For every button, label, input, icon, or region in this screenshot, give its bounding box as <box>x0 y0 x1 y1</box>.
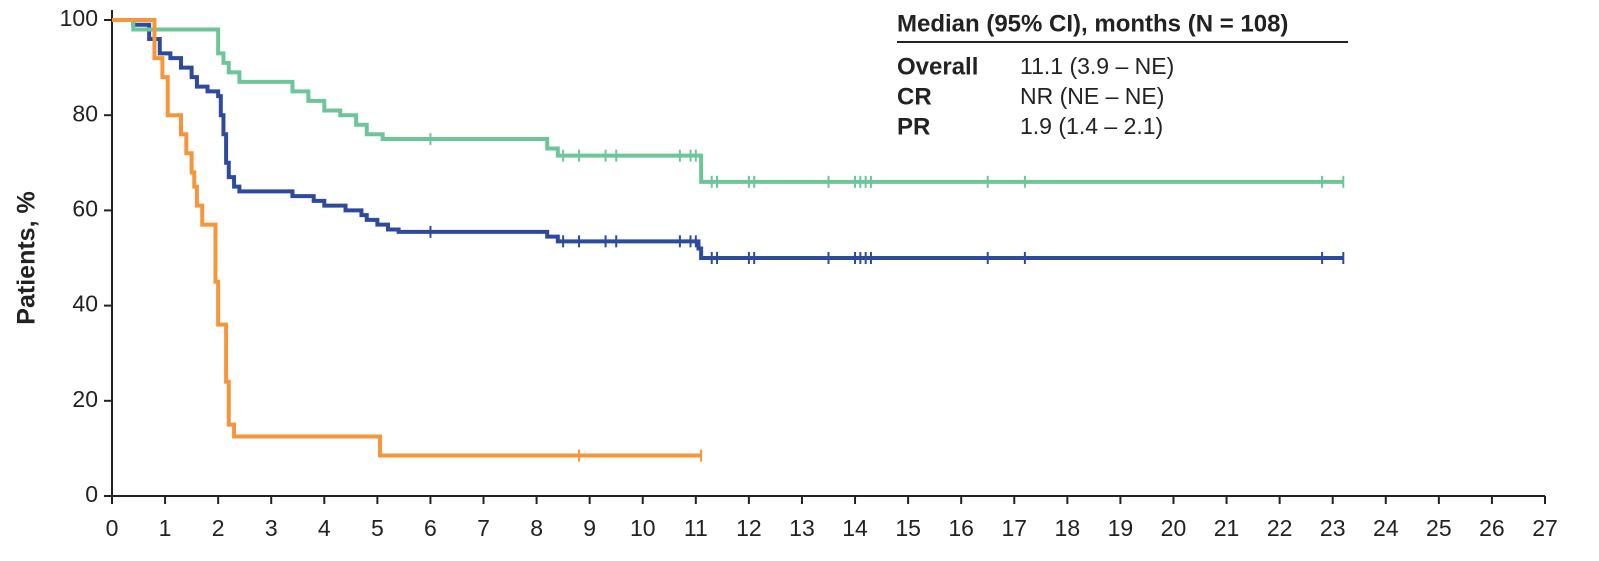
legend-title: Median (95% CI), months (N = 108) <box>897 10 1288 37</box>
survival-curve <box>112 18 702 458</box>
x-tick-label: 12 <box>736 515 762 541</box>
y-tick-label: 20 <box>72 386 98 412</box>
x-tick-label: 4 <box>318 515 331 541</box>
x-tick-label: 18 <box>1055 515 1081 541</box>
x-tick-label: 10 <box>630 515 656 541</box>
x-tick-label: 15 <box>895 515 921 541</box>
y-axis-label: Patients, % <box>13 191 41 324</box>
x-tick-label: 0 <box>106 515 119 541</box>
survival-curve <box>112 18 1344 260</box>
x-tick-label: 17 <box>1001 515 1027 541</box>
x-tick-label: 7 <box>477 515 490 541</box>
x-tick-label: 8 <box>530 515 543 541</box>
y-tick-label: 60 <box>72 195 98 221</box>
legend-median: NR (NE – NE) <box>1020 83 1164 109</box>
x-tick-label: 16 <box>948 515 974 541</box>
x-tick-label: 19 <box>1108 515 1134 541</box>
survival-curve <box>112 18 1344 184</box>
legend-label: CR <box>897 83 932 110</box>
x-tick-label: 24 <box>1373 515 1399 541</box>
x-tick-label: 6 <box>424 515 437 541</box>
x-tick-label: 5 <box>371 515 384 541</box>
x-tick-label: 22 <box>1267 515 1293 541</box>
y-tick-label: 80 <box>72 100 98 126</box>
y-tick-label: 40 <box>72 291 98 317</box>
x-tick-label: 13 <box>789 515 815 541</box>
x-tick-label: 21 <box>1214 515 1240 541</box>
legend-label: Overall <box>897 53 978 80</box>
x-tick-label: 3 <box>265 515 278 541</box>
y-tick-label: 0 <box>85 481 98 507</box>
x-tick-label: 14 <box>842 515 868 541</box>
x-tick-label: 2 <box>212 515 225 541</box>
legend-median: 11.1 (3.9 – NE) <box>1020 53 1174 79</box>
x-tick-label: 26 <box>1479 515 1505 541</box>
legend-median: 1.9 (1.4 – 2.1) <box>1020 113 1163 139</box>
x-tick-label: 23 <box>1320 515 1346 541</box>
y-tick-label: 100 <box>60 5 98 31</box>
x-tick-label: 27 <box>1532 515 1558 541</box>
x-tick-label: 20 <box>1161 515 1187 541</box>
x-tick-label: 11 <box>684 515 708 541</box>
legend-label: PR <box>897 113 930 140</box>
x-tick-label: 25 <box>1426 515 1452 541</box>
x-tick-label: 1 <box>159 515 172 541</box>
x-tick-label: 9 <box>583 515 596 541</box>
